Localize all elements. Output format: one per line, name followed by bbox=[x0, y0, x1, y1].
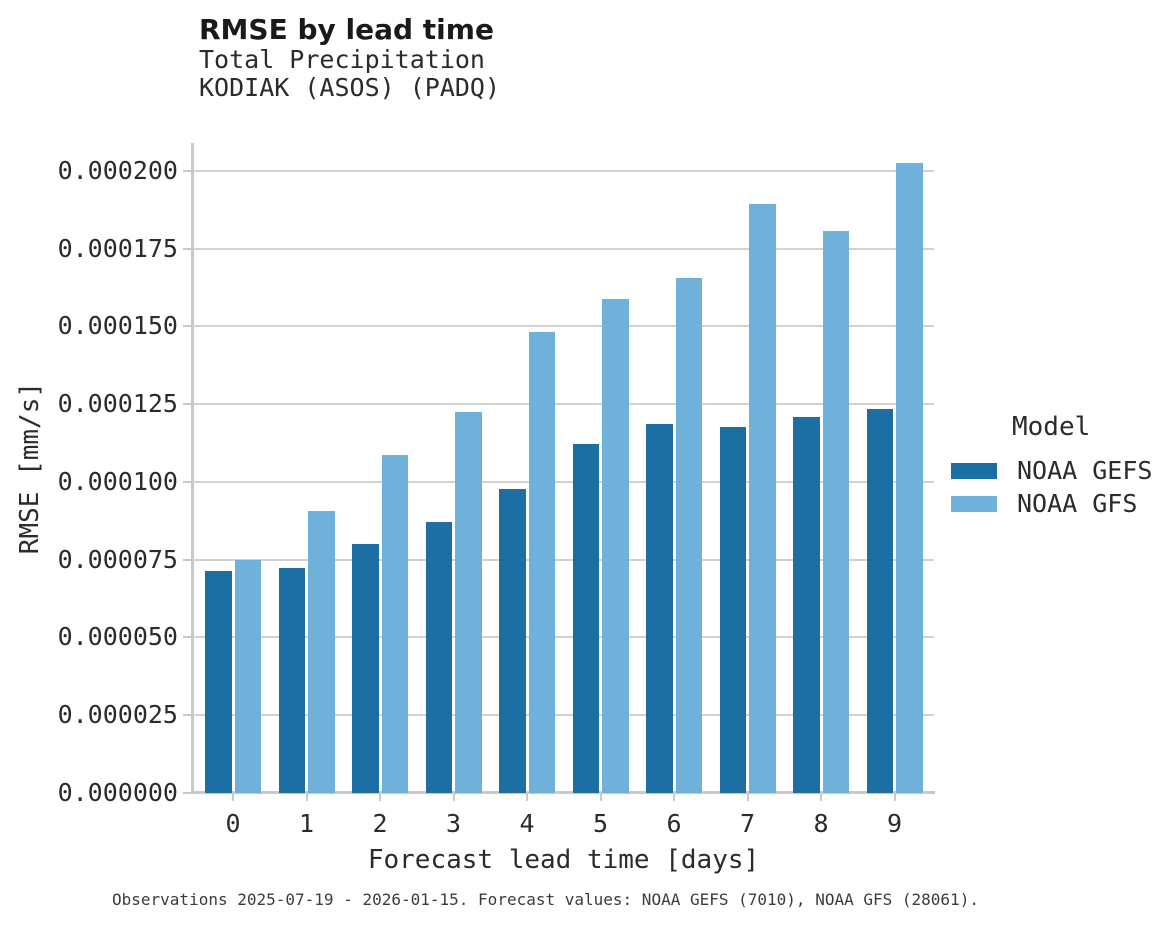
chart-subtitle-line2: KODIAK (ASOS) (PADQ) bbox=[199, 73, 501, 102]
bar-noaa-gefs-day-8 bbox=[793, 416, 820, 793]
bar-noaa-gfs-day-9 bbox=[896, 162, 923, 793]
legend-swatch-noaa-gfs bbox=[951, 496, 997, 512]
legend-swatch-noaa-gefs bbox=[951, 463, 997, 479]
chart-title: RMSE by lead time bbox=[199, 13, 494, 46]
x-tick-label: 6 bbox=[666, 809, 682, 838]
bar-noaa-gefs-day-4 bbox=[499, 488, 526, 793]
y-tick bbox=[183, 480, 191, 483]
bar-noaa-gefs-day-1 bbox=[278, 567, 305, 793]
gridline bbox=[193, 558, 934, 561]
x-tick bbox=[893, 794, 896, 801]
y-tick bbox=[183, 558, 191, 561]
x-tick bbox=[820, 794, 822, 801]
bar-noaa-gfs-day-2 bbox=[381, 455, 408, 793]
x-tick-label: 0 bbox=[225, 809, 241, 838]
bar-noaa-gefs-day-0 bbox=[205, 570, 232, 793]
y-tick-label: 0.000025 bbox=[57, 700, 178, 730]
caption-text: Observations 2025-07-19 - 2026-01-15. Fo… bbox=[112, 890, 979, 909]
x-tick bbox=[599, 794, 602, 801]
bar-noaa-gefs-day-2 bbox=[352, 543, 379, 793]
x-tick bbox=[746, 794, 749, 801]
y-tick-label: 0.000050 bbox=[57, 622, 178, 652]
y-tick-label: 0.000100 bbox=[57, 466, 178, 496]
y-tick-label: 0.000150 bbox=[57, 311, 178, 341]
y-tick-label: 0.000175 bbox=[57, 233, 178, 263]
x-tick-label: 5 bbox=[592, 809, 609, 838]
bar-noaa-gefs-day-5 bbox=[572, 443, 599, 793]
x-tick-label: 7 bbox=[739, 809, 756, 838]
legend-label-noaa-gfs: NOAA GFS bbox=[1017, 489, 1138, 518]
x-tick bbox=[305, 794, 308, 801]
legend-item-noaa-gfs: NOAA GFS bbox=[951, 491, 1137, 517]
y-axis-line bbox=[191, 143, 194, 794]
bar-noaa-gfs-day-8 bbox=[822, 230, 849, 793]
x-tick-label: 8 bbox=[813, 809, 829, 838]
bar-noaa-gfs-day-5 bbox=[602, 299, 629, 793]
y-tick-label: 0.000075 bbox=[57, 544, 178, 574]
bar-noaa-gfs-day-7 bbox=[749, 203, 776, 793]
gridline bbox=[193, 480, 934, 483]
x-tick-label: 2 bbox=[372, 809, 388, 838]
y-tick bbox=[183, 169, 191, 172]
gridline bbox=[193, 247, 934, 250]
y-tick bbox=[183, 403, 191, 406]
bar-noaa-gfs-day-3 bbox=[455, 411, 482, 793]
bar-noaa-gfs-day-4 bbox=[528, 331, 555, 793]
y-tick-label: 0.000125 bbox=[57, 389, 178, 419]
bar-noaa-gefs-day-9 bbox=[866, 408, 893, 793]
legend-item-noaa-gefs: NOAA GEFS bbox=[951, 458, 1152, 484]
gridline bbox=[193, 169, 934, 172]
x-tick bbox=[526, 794, 528, 801]
x-tick-label: 9 bbox=[886, 809, 903, 838]
x-tick bbox=[232, 794, 234, 801]
x-tick-label: 4 bbox=[519, 809, 535, 838]
x-tick-label: 3 bbox=[445, 809, 462, 838]
x-tick bbox=[452, 794, 455, 801]
bar-noaa-gfs-day-6 bbox=[675, 278, 702, 793]
plot-area bbox=[193, 143, 934, 793]
y-tick bbox=[183, 325, 191, 328]
gridline bbox=[193, 325, 934, 328]
x-axis-label: Forecast lead time [days] bbox=[367, 845, 760, 875]
y-tick bbox=[183, 714, 191, 717]
chart-header: RMSE by lead time Total Precipitation KO… bbox=[199, 14, 500, 102]
legend-label-noaa-gefs: NOAA GEFS bbox=[1017, 456, 1153, 485]
x-axis-line bbox=[191, 791, 935, 794]
y-tick bbox=[183, 636, 191, 639]
bar-noaa-gefs-day-3 bbox=[425, 522, 452, 793]
gridline bbox=[193, 403, 934, 406]
y-tick bbox=[183, 247, 191, 250]
chart-subtitle-line1: Total Precipitation bbox=[199, 45, 485, 74]
bar-noaa-gefs-day-6 bbox=[646, 423, 673, 793]
bar-noaa-gfs-day-1 bbox=[308, 510, 335, 793]
bar-noaa-gfs-day-0 bbox=[234, 559, 261, 793]
legend-title: Model bbox=[1012, 412, 1091, 442]
x-tick bbox=[379, 794, 381, 801]
y-tick-label: 0.000000 bbox=[57, 778, 178, 807]
x-tick bbox=[673, 794, 675, 801]
y-tick bbox=[183, 792, 191, 794]
bar-noaa-gefs-day-7 bbox=[719, 426, 746, 793]
y-tick-label: 0.000200 bbox=[57, 155, 178, 185]
gridline bbox=[193, 714, 934, 717]
gridline bbox=[193, 636, 934, 639]
x-tick-label: 1 bbox=[298, 809, 315, 838]
